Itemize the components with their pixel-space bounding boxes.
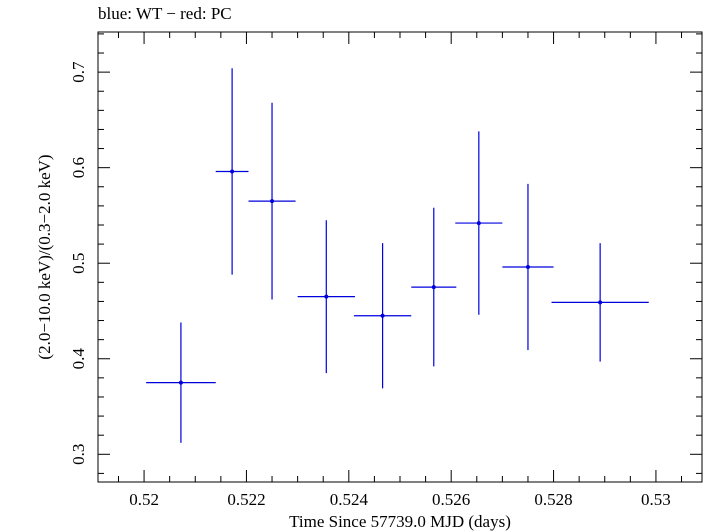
point-marker (380, 313, 385, 318)
data-point (551, 243, 649, 362)
x-tick-label: 0.522 (227, 490, 265, 509)
x-axis: 0.52 0.522 0.524 0.526 0.528 0.53 (117, 32, 683, 509)
y-tick-label: 0.4 (69, 348, 88, 370)
point-marker (178, 380, 183, 385)
data-point (455, 131, 503, 315)
x-tick-label: 0.526 (432, 490, 470, 509)
x-tick-label: 0.528 (534, 490, 572, 509)
point-marker (598, 300, 603, 305)
data-point (146, 322, 216, 443)
y-axis: 0.3 0.4 0.5 0.6 0.7 (69, 33, 702, 474)
data-point (215, 68, 249, 275)
point-marker (476, 221, 481, 226)
data-point (411, 207, 457, 367)
y-tick-label: 0.6 (69, 157, 88, 178)
y-tick-label: 0.5 (69, 253, 88, 274)
y-tick-label: 0.7 (69, 61, 88, 83)
point-marker (270, 199, 275, 204)
chart-title: blue: WT − red: PC (98, 4, 232, 23)
x-tick-label: 0.524 (330, 490, 369, 509)
point-marker (431, 285, 436, 290)
point-marker (324, 294, 329, 299)
point-marker (230, 169, 235, 174)
data-point (297, 220, 355, 374)
x-tick-label: 0.52 (129, 490, 159, 509)
y-tick-label: 0.3 (69, 444, 88, 465)
point-marker (525, 265, 530, 270)
data-point (502, 183, 554, 351)
plot-frame (97, 31, 703, 483)
data-point (353, 243, 412, 389)
data-point (248, 102, 296, 300)
x-axis-label: Time Since 57739.0 MJD (days) (289, 512, 511, 531)
y-axis-label: (2.0−10.0 keV)/(0.3−2.0 keV) (35, 154, 54, 359)
x-tick-label: 0.53 (641, 490, 671, 509)
data-series (146, 68, 649, 443)
